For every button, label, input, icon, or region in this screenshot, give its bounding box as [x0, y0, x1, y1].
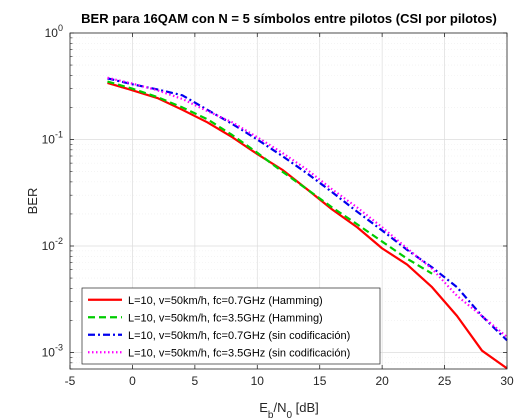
- legend-label-3: L=10, v=50km/h, fc=0.7GHz (sin codificac…: [128, 330, 350, 342]
- series-line-3: [107, 77, 508, 342]
- x-tick-label: 5: [192, 374, 199, 388]
- y-tick-label: 10-2: [42, 236, 63, 253]
- x-tick-label: 10: [251, 374, 265, 388]
- series-lines: [107, 76, 508, 370]
- series-line-4: [107, 76, 508, 338]
- axis-ticks: -5 0 5 10 15 20 25 30 10-3 10-2 10-1 100: [42, 23, 514, 388]
- legend-label-1: L=10, v=50km/h, fc=0.7GHz (Hamming): [128, 295, 323, 307]
- y-axis-label: BER: [25, 188, 40, 215]
- y-tick-label: 10-1: [42, 130, 63, 147]
- series-line-1: [107, 81, 508, 370]
- x-tick-label: 15: [313, 374, 327, 388]
- x-tick-label: 20: [375, 374, 389, 388]
- chart-title: BER para 16QAM con N = 5 símbolos entre …: [81, 11, 497, 26]
- legend: L=10, v=50km/h, fc=0.7GHz (Hamming) L=10,…: [81, 287, 381, 365]
- legend-label-4: L=10, v=50km/h, fc=3.5GHz (sin codificac…: [128, 347, 350, 359]
- x-axis-label: Eb/N0 [dB]: [259, 400, 319, 420]
- x-tick-label: 25: [438, 374, 452, 388]
- series-line-2: [107, 80, 433, 275]
- x-tick-label: 30: [500, 374, 514, 388]
- x-tick-label: 0: [129, 374, 136, 388]
- x-tick-label: -5: [65, 374, 76, 388]
- y-tick-label: 10-3: [42, 343, 63, 360]
- y-tick-label: 100: [45, 23, 63, 40]
- legend-box: [81, 287, 381, 365]
- legend-label-2: L=10, v=50km/h, fc=3.5GHz (Hamming): [128, 312, 323, 324]
- plot-frame: [69, 32, 508, 370]
